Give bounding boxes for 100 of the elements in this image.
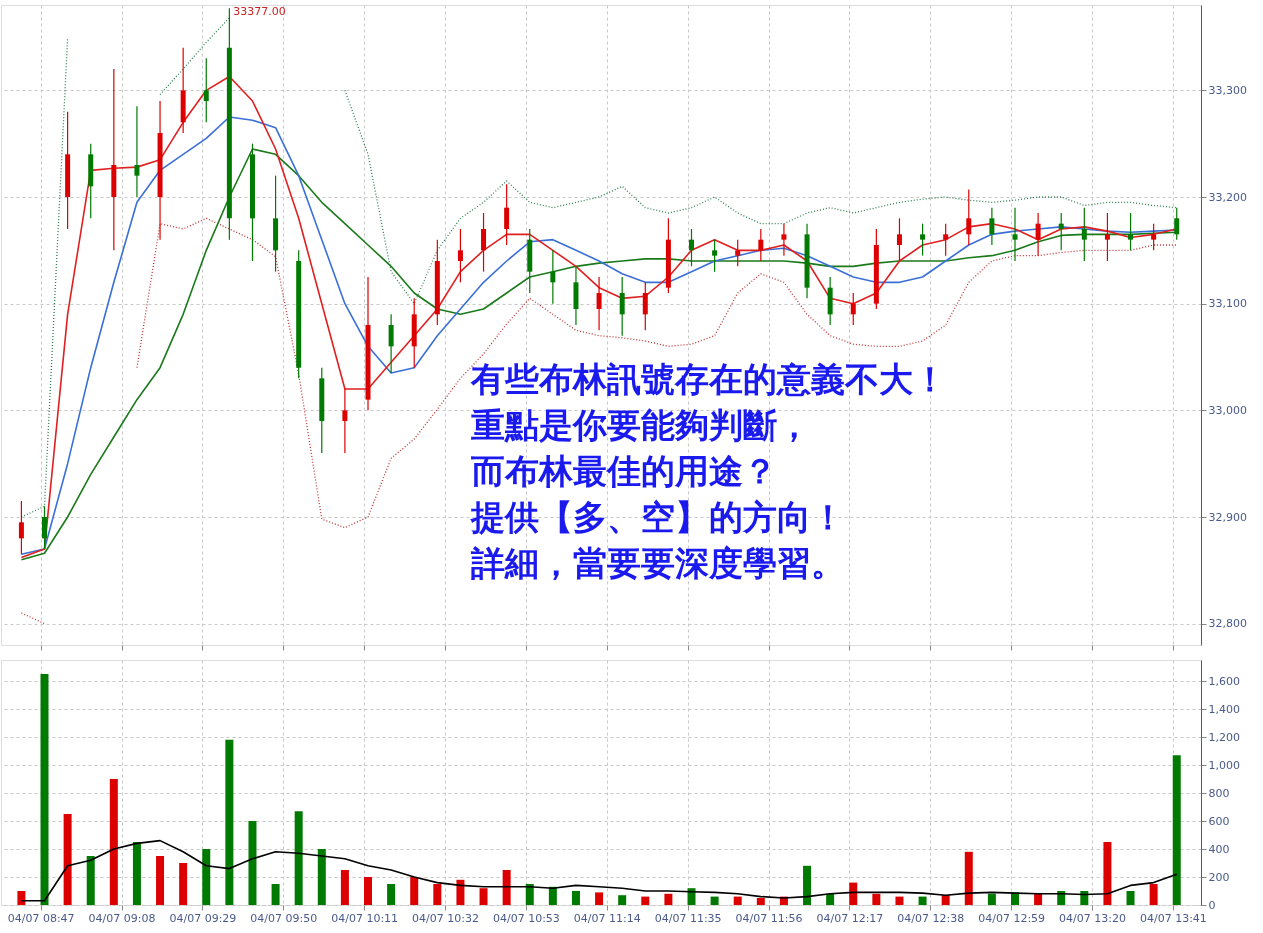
bar xyxy=(803,865,812,905)
candlestick xyxy=(1151,223,1157,251)
candlestick xyxy=(758,228,764,262)
candlestick xyxy=(920,223,926,257)
candlestick xyxy=(735,239,741,267)
x-tick-label: 04/07 10:53 xyxy=(492,911,560,925)
y-tick-label: 1,200 xyxy=(1208,730,1240,744)
bar xyxy=(179,863,188,905)
candlestick xyxy=(203,57,209,123)
annotation: 33377.00 xyxy=(233,5,286,19)
bar xyxy=(641,896,650,905)
x-tick-label: 04/07 12:38 xyxy=(897,911,965,925)
candlestick xyxy=(596,276,602,331)
x-tick-label: 04/07 11:14 xyxy=(573,911,641,925)
candlestick xyxy=(689,228,694,267)
bar xyxy=(1172,755,1181,905)
candlestick xyxy=(712,239,718,273)
candlestick xyxy=(850,292,856,326)
bar xyxy=(40,674,49,905)
y-tick-label: 33,000 xyxy=(1208,403,1247,417)
y-tick-label: 1,600 xyxy=(1208,674,1240,688)
bar xyxy=(317,849,326,905)
candlestick xyxy=(1174,207,1180,241)
bar xyxy=(1126,891,1135,905)
y-tick-label: 0 xyxy=(1208,898,1216,912)
bar xyxy=(433,884,442,905)
y-tick-label: 1,000 xyxy=(1208,758,1240,772)
candlestick xyxy=(550,249,556,305)
bar xyxy=(571,891,580,905)
bar xyxy=(17,891,26,905)
candlestick xyxy=(966,188,972,246)
bar xyxy=(364,877,373,905)
y-tick-label: 32,900 xyxy=(1208,510,1247,524)
bar xyxy=(849,882,858,905)
y-tick-label: 32,800 xyxy=(1208,617,1247,631)
x-tick-label: 04/07 09:50 xyxy=(250,911,318,925)
y-tick-label: 33,200 xyxy=(1208,190,1247,204)
bar xyxy=(1149,884,1158,905)
y-tick-label: 400 xyxy=(1208,842,1230,856)
bar xyxy=(618,895,627,905)
bar xyxy=(525,884,534,905)
candlestick xyxy=(42,505,48,550)
y-tick-label: 600 xyxy=(1208,814,1230,828)
bar xyxy=(410,877,419,905)
candlestick xyxy=(1035,212,1041,257)
bar xyxy=(1103,842,1112,905)
y-tick-label: 800 xyxy=(1208,786,1230,800)
candlestick xyxy=(504,183,510,246)
x-tick-label: 04/07 10:11 xyxy=(331,911,399,925)
bar xyxy=(664,893,673,905)
candlestick xyxy=(457,228,463,283)
annotation: 提供【多、空】的方向！ xyxy=(470,497,845,537)
bar xyxy=(1080,891,1089,905)
line-series xyxy=(20,839,1178,902)
bar xyxy=(826,893,835,905)
candlestick xyxy=(18,500,24,555)
bar xyxy=(387,884,396,905)
bar xyxy=(756,898,765,905)
x-tick-label: 04/07 11:35 xyxy=(654,911,722,925)
bar xyxy=(941,895,950,905)
x-tick-label: 04/07 13:41 xyxy=(1139,911,1207,925)
annotation: 有些布林訊號存在的意義不大！ xyxy=(470,359,947,399)
candlestick xyxy=(1081,207,1087,262)
bar xyxy=(595,892,604,905)
candlestick xyxy=(1058,212,1064,251)
x-tick-label: 04/07 08:47 xyxy=(7,911,75,925)
bar xyxy=(340,870,349,905)
x-tick-label: 04/07 09:29 xyxy=(169,911,237,925)
bar xyxy=(456,879,465,905)
bar xyxy=(86,856,95,905)
bar xyxy=(132,842,141,905)
bar xyxy=(202,849,211,905)
candlestick xyxy=(342,388,348,454)
bar xyxy=(872,893,881,905)
candlestick xyxy=(989,207,995,246)
bar xyxy=(63,814,72,905)
x-tick-label: 04/07 10:32 xyxy=(412,911,479,925)
x-tick-label: 04/07 12:59 xyxy=(978,911,1046,925)
bar xyxy=(294,811,303,905)
bar xyxy=(710,896,719,905)
y-tick-label: 1,400 xyxy=(1208,702,1240,716)
bar xyxy=(987,893,996,905)
bar xyxy=(156,856,165,905)
y-tick-label: 33,300 xyxy=(1208,83,1247,97)
y-tick-label: 200 xyxy=(1208,870,1230,884)
candlestick xyxy=(388,313,394,374)
bar xyxy=(502,870,511,905)
candlestick xyxy=(896,217,902,262)
bar xyxy=(1034,893,1043,905)
bar xyxy=(479,888,488,905)
bar xyxy=(225,739,234,905)
bar xyxy=(687,888,696,905)
candlestick xyxy=(1012,207,1018,262)
candlestick xyxy=(642,281,648,331)
x-tick-label: 04/07 09:08 xyxy=(88,911,156,925)
x-tick-label: 04/07 13:20 xyxy=(1059,911,1126,925)
candlestick xyxy=(1104,212,1110,262)
candlestick xyxy=(134,105,140,198)
bar xyxy=(918,896,927,905)
candlestick xyxy=(781,223,787,257)
